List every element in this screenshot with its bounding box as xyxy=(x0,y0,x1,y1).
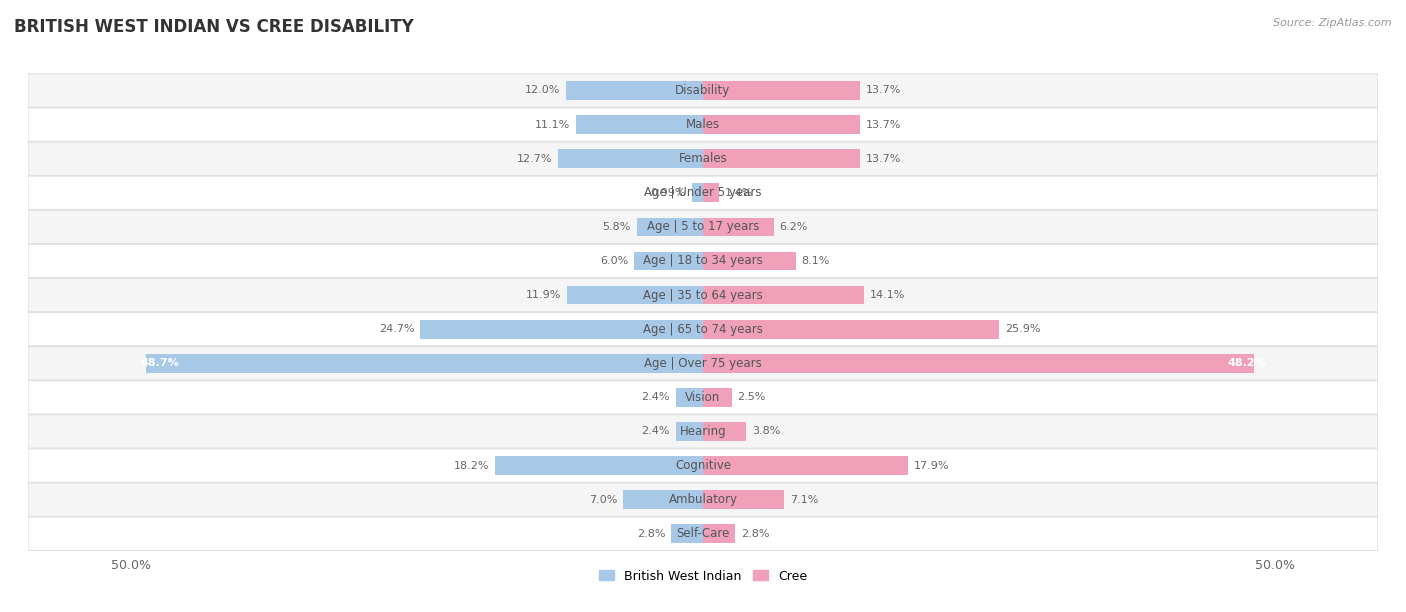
Bar xyxy=(703,252,796,271)
FancyBboxPatch shape xyxy=(28,74,1378,107)
FancyBboxPatch shape xyxy=(28,108,1378,141)
Text: 12.0%: 12.0% xyxy=(524,86,560,95)
Text: 2.8%: 2.8% xyxy=(637,529,665,539)
FancyBboxPatch shape xyxy=(28,142,1378,176)
Text: Females: Females xyxy=(679,152,727,165)
FancyBboxPatch shape xyxy=(28,244,1378,278)
Text: 17.9%: 17.9% xyxy=(914,461,949,471)
Bar xyxy=(634,252,703,271)
Text: Age | 35 to 64 years: Age | 35 to 64 years xyxy=(643,289,763,302)
Bar xyxy=(703,81,859,100)
FancyBboxPatch shape xyxy=(28,415,1378,448)
Text: 2.8%: 2.8% xyxy=(741,529,769,539)
Text: Self-Care: Self-Care xyxy=(676,528,730,540)
Text: Age | 65 to 74 years: Age | 65 to 74 years xyxy=(643,323,763,335)
Text: 11.1%: 11.1% xyxy=(536,119,571,130)
Bar xyxy=(703,217,773,236)
FancyBboxPatch shape xyxy=(28,381,1378,414)
Bar xyxy=(703,456,908,475)
Text: 14.1%: 14.1% xyxy=(870,290,905,300)
Text: 13.7%: 13.7% xyxy=(866,86,901,95)
Text: 8.1%: 8.1% xyxy=(801,256,830,266)
Text: BRITISH WEST INDIAN VS CREE DISABILITY: BRITISH WEST INDIAN VS CREE DISABILITY xyxy=(14,18,413,36)
Text: 7.0%: 7.0% xyxy=(589,494,617,505)
Text: 5.8%: 5.8% xyxy=(603,222,631,232)
Text: 3.8%: 3.8% xyxy=(752,427,780,436)
Text: 18.2%: 18.2% xyxy=(454,461,489,471)
Text: Ambulatory: Ambulatory xyxy=(668,493,738,506)
Text: Age | Over 75 years: Age | Over 75 years xyxy=(644,357,762,370)
Text: Age | 5 to 17 years: Age | 5 to 17 years xyxy=(647,220,759,233)
Bar xyxy=(675,422,703,441)
FancyBboxPatch shape xyxy=(28,278,1378,312)
Bar xyxy=(565,81,703,100)
Bar xyxy=(703,149,859,168)
Text: 13.7%: 13.7% xyxy=(866,154,901,163)
Bar xyxy=(692,184,703,202)
Text: Hearing: Hearing xyxy=(679,425,727,438)
Text: Disability: Disability xyxy=(675,84,731,97)
Bar xyxy=(703,354,1254,373)
Bar xyxy=(703,320,1000,338)
Text: Cognitive: Cognitive xyxy=(675,459,731,472)
Text: 1.4%: 1.4% xyxy=(724,188,754,198)
Bar xyxy=(146,354,703,373)
FancyBboxPatch shape xyxy=(28,176,1378,209)
Bar xyxy=(703,115,859,134)
Bar xyxy=(703,184,718,202)
Bar xyxy=(558,149,703,168)
Bar xyxy=(675,388,703,407)
Bar xyxy=(703,422,747,441)
Text: 7.1%: 7.1% xyxy=(790,494,818,505)
Text: 2.4%: 2.4% xyxy=(641,392,669,402)
FancyBboxPatch shape xyxy=(28,449,1378,482)
Bar xyxy=(637,217,703,236)
FancyBboxPatch shape xyxy=(28,483,1378,517)
Text: 24.7%: 24.7% xyxy=(380,324,415,334)
FancyBboxPatch shape xyxy=(28,210,1378,244)
Text: Vision: Vision xyxy=(685,391,721,404)
Text: 2.5%: 2.5% xyxy=(737,392,766,402)
Text: Age | Under 5 years: Age | Under 5 years xyxy=(644,186,762,200)
Bar xyxy=(703,388,731,407)
Text: 6.2%: 6.2% xyxy=(780,222,808,232)
Text: Age | 18 to 34 years: Age | 18 to 34 years xyxy=(643,255,763,267)
Legend: British West Indian, Cree: British West Indian, Cree xyxy=(593,564,813,588)
Text: Source: ZipAtlas.com: Source: ZipAtlas.com xyxy=(1274,18,1392,28)
Text: 6.0%: 6.0% xyxy=(600,256,628,266)
Text: 12.7%: 12.7% xyxy=(516,154,553,163)
Bar xyxy=(567,286,703,304)
Text: 13.7%: 13.7% xyxy=(866,119,901,130)
Text: 0.99%: 0.99% xyxy=(651,188,686,198)
Text: Males: Males xyxy=(686,118,720,131)
Bar xyxy=(420,320,703,338)
Bar xyxy=(703,524,735,543)
Bar xyxy=(703,490,785,509)
Text: 48.2%: 48.2% xyxy=(1227,358,1265,368)
Bar xyxy=(703,286,865,304)
FancyBboxPatch shape xyxy=(28,346,1378,380)
Text: 48.7%: 48.7% xyxy=(141,358,179,368)
FancyBboxPatch shape xyxy=(28,517,1378,550)
Bar xyxy=(671,524,703,543)
Bar xyxy=(495,456,703,475)
FancyBboxPatch shape xyxy=(28,313,1378,346)
Text: 25.9%: 25.9% xyxy=(1005,324,1040,334)
Text: 11.9%: 11.9% xyxy=(526,290,561,300)
Bar xyxy=(623,490,703,509)
Text: 2.4%: 2.4% xyxy=(641,427,669,436)
Bar xyxy=(576,115,703,134)
